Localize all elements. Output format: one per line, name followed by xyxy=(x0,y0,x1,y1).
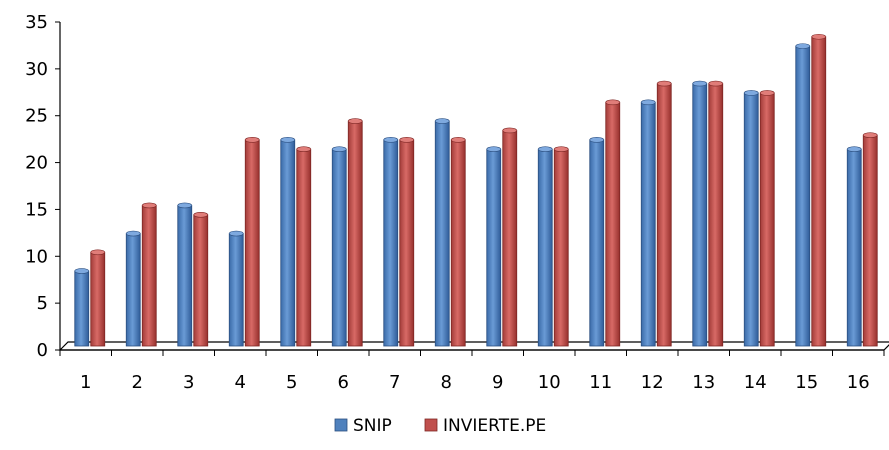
bar-invierte-pe-5 xyxy=(296,146,312,347)
x-tick-label: 4 xyxy=(235,372,246,393)
legend: SNIP INVIERTE.PE xyxy=(334,416,546,436)
bar-invierte-pe-7 xyxy=(399,137,415,347)
bar-snip-14 xyxy=(743,90,759,347)
bar-snip-3 xyxy=(177,202,193,347)
y-tick-label: 5 xyxy=(37,293,48,314)
y-tick-label: 20 xyxy=(25,153,48,174)
x-tick-label: 1 xyxy=(80,372,91,393)
x-tick-label: 2 xyxy=(132,372,143,393)
legend-swatch xyxy=(424,418,438,432)
bar-snip-12 xyxy=(640,99,656,347)
x-tick-label: 12 xyxy=(641,372,664,393)
legend-swatch xyxy=(334,418,348,432)
y-tick-label: 15 xyxy=(25,199,48,220)
bars xyxy=(74,33,878,347)
x-tick-label: 3 xyxy=(183,372,194,393)
bar-invierte-pe-1 xyxy=(90,249,106,347)
legend-item-invierte-pe: INVIERTE.PE xyxy=(424,416,546,436)
x-tick-label: 11 xyxy=(589,372,612,393)
x-tick-label: 8 xyxy=(441,372,452,393)
x-tick-label: 10 xyxy=(538,372,561,393)
y-tick-label: 35 xyxy=(25,12,48,33)
legend-item-snip: SNIP xyxy=(334,416,392,436)
bar-snip-2 xyxy=(125,230,141,347)
axes xyxy=(55,21,889,356)
x-tick-label: 15 xyxy=(795,372,818,393)
bar-invierte-pe-16 xyxy=(862,132,878,347)
bar-invierte-pe-12 xyxy=(656,80,672,347)
bar-snip-16 xyxy=(846,146,862,347)
y-tick-label: 10 xyxy=(25,246,48,267)
y-tick-label: 0 xyxy=(37,340,48,361)
y-tick-label: 25 xyxy=(25,106,48,127)
bar-invierte-pe-3 xyxy=(193,212,209,347)
bar-invierte-pe-10 xyxy=(553,146,569,347)
bar-invierte-pe-6 xyxy=(347,118,363,347)
bar-snip-9 xyxy=(486,146,502,347)
bar-invierte-pe-15 xyxy=(811,33,827,347)
bar-snip-7 xyxy=(383,137,399,347)
bar-snip-1 xyxy=(74,268,90,347)
bar-snip-10 xyxy=(537,146,553,347)
bar-snip-5 xyxy=(280,137,296,347)
x-tick-label: 14 xyxy=(744,372,767,393)
x-tick-label: 7 xyxy=(389,372,400,393)
bar-snip-11 xyxy=(589,137,605,347)
x-tick-label: 9 xyxy=(492,372,503,393)
x-tick-label: 16 xyxy=(847,372,870,393)
bar-invierte-pe-2 xyxy=(141,202,157,347)
x-tick-label: 5 xyxy=(286,372,297,393)
bar-invierte-pe-11 xyxy=(605,99,621,347)
legend-label: SNIP xyxy=(353,416,392,436)
bar-snip-6 xyxy=(331,146,347,347)
bar-invierte-pe-9 xyxy=(502,127,518,347)
bar-invierte-pe-14 xyxy=(759,90,775,347)
bar-invierte-pe-4 xyxy=(244,137,260,347)
x-tick-label: 6 xyxy=(338,372,349,393)
bar-snip-8 xyxy=(434,118,450,347)
y-tick-label: 30 xyxy=(25,59,48,80)
bar-invierte-pe-13 xyxy=(708,80,724,347)
legend-label: INVIERTE.PE xyxy=(443,416,546,436)
bar-snip-4 xyxy=(228,230,244,347)
bar-invierte-pe-8 xyxy=(450,137,466,347)
x-tick-label: 13 xyxy=(692,372,715,393)
bar-snip-13 xyxy=(692,80,708,347)
bar-snip-15 xyxy=(795,43,811,347)
